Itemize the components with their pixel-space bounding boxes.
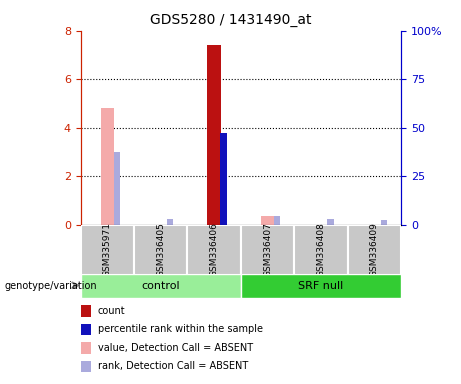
Bar [81,225,134,275]
Text: GSM336405: GSM336405 [156,222,165,277]
Bar [294,225,348,275]
Bar [261,216,274,225]
Text: genotype/variation: genotype/variation [5,281,97,291]
Bar [113,152,120,225]
Bar [188,225,241,275]
Text: GDS5280 / 1431490_at: GDS5280 / 1431490_at [150,13,311,27]
Bar [100,108,114,225]
Text: SRF null: SRF null [298,281,343,291]
Text: percentile rank within the sample: percentile rank within the sample [98,324,263,334]
Text: control: control [142,281,180,291]
Text: GSM336407: GSM336407 [263,222,272,277]
Bar [380,220,387,225]
Bar [167,219,173,225]
Text: value, Detection Call = ABSENT: value, Detection Call = ABSENT [98,343,253,353]
Bar [241,274,401,298]
Bar [348,225,401,275]
Bar [241,225,294,275]
Text: rank, Detection Call = ABSENT: rank, Detection Call = ABSENT [98,361,248,371]
Bar [134,225,188,275]
Bar [327,219,333,225]
Bar [81,274,241,298]
Bar [220,132,227,225]
Text: GSM335971: GSM335971 [103,222,112,277]
Text: GSM336406: GSM336406 [210,222,219,277]
Bar [274,216,280,225]
Text: count: count [98,306,125,316]
Bar [207,45,221,225]
Text: GSM336408: GSM336408 [316,222,325,277]
Text: GSM336409: GSM336409 [370,222,379,277]
